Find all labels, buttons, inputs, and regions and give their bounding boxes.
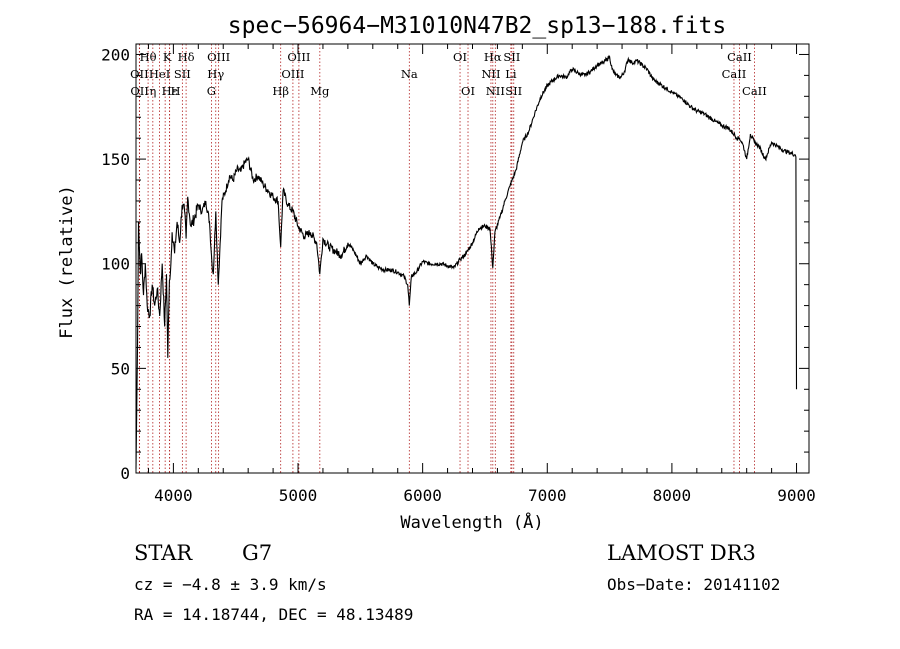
spectrum-line xyxy=(135,54,798,469)
line-label-1: OII xyxy=(130,67,149,81)
line-label-11: Hγ xyxy=(207,67,224,81)
line-label-23: SII xyxy=(503,50,520,64)
line-label-26: CaII xyxy=(727,50,752,64)
y-tick-label-1: 50 xyxy=(111,359,130,378)
line-label-13: Hβ xyxy=(272,84,289,98)
x-axis-ticks: 4000 5000 6000 7000 8000 9000 xyxy=(147,44,816,505)
line-label-16: Mg xyxy=(310,84,330,98)
x-tick-label-3: 7000 xyxy=(528,486,567,505)
coordinates: RA = 14.18744, DEC = 48.13489 xyxy=(134,605,413,624)
x-tick-label-1: 5000 xyxy=(279,486,318,505)
line-label-3: K xyxy=(163,50,172,64)
line-label-12: G xyxy=(207,84,216,98)
x-tick-label-5: 9000 xyxy=(777,486,816,505)
plot-frame xyxy=(135,43,810,474)
chart-title: spec−56964−M31010N47B2_sp13−188.fits xyxy=(228,13,727,39)
line-label-18: OI xyxy=(453,50,467,64)
spectral-line-markers xyxy=(138,44,755,473)
line-label-10: OIII xyxy=(207,50,230,64)
redshift-cz: cz = −4.8 ± 3.9 km/s xyxy=(134,575,327,594)
line-label-14: OIII xyxy=(281,67,304,81)
line-label-22: NII xyxy=(486,84,505,98)
line-label-27: CaII xyxy=(722,67,747,81)
y-axis-ticks: 0 50 100 150 200 xyxy=(101,45,809,483)
line-label-24: Li xyxy=(505,67,517,81)
line-label-5: HeI xyxy=(149,67,170,81)
line-label-6: η xyxy=(149,84,156,98)
obs-date: Obs−Date: 20141102 xyxy=(607,575,780,594)
line-label-0: Hθ xyxy=(140,50,157,64)
y-tick-label-4: 200 xyxy=(101,45,130,64)
line-label-2: OII xyxy=(130,84,149,98)
line-label-25: SII xyxy=(505,84,522,98)
line-label-28: CaII xyxy=(742,84,767,98)
line-label-7: H xyxy=(171,84,181,98)
y-tick-label-2: 100 xyxy=(101,255,130,274)
line-label-17: Na xyxy=(401,67,418,81)
line-label-21: NII xyxy=(481,67,500,81)
survey-name: LAMOST DR3 xyxy=(607,541,756,565)
line-label-4: Hε xyxy=(162,84,178,98)
object-class: STAR xyxy=(134,541,193,565)
x-tick-label-4: 8000 xyxy=(653,486,692,505)
line-label-20: Hα xyxy=(484,50,502,64)
y-tick-label-0: 0 xyxy=(120,464,130,483)
line-label-19: OI xyxy=(461,84,475,98)
line-label-9: Hδ xyxy=(178,50,195,64)
y-tick-label-3: 150 xyxy=(101,150,130,169)
x-axis-label: Wavelength (Å) xyxy=(400,511,543,533)
spectral-line-labels: Hθ OII OII K Hε HeI η H SII Hδ OIII Hγ G Hβ OIII OIII Mg… xyxy=(130,50,767,98)
y-axis-label: Flux (relative) xyxy=(57,185,77,339)
x-tick-label-2: 6000 xyxy=(403,486,442,505)
x-tick-label-0: 4000 xyxy=(154,486,193,505)
line-label-15: OIII xyxy=(287,50,310,64)
line-label-8: SII xyxy=(174,67,191,81)
object-subclass: G7 xyxy=(242,541,272,565)
